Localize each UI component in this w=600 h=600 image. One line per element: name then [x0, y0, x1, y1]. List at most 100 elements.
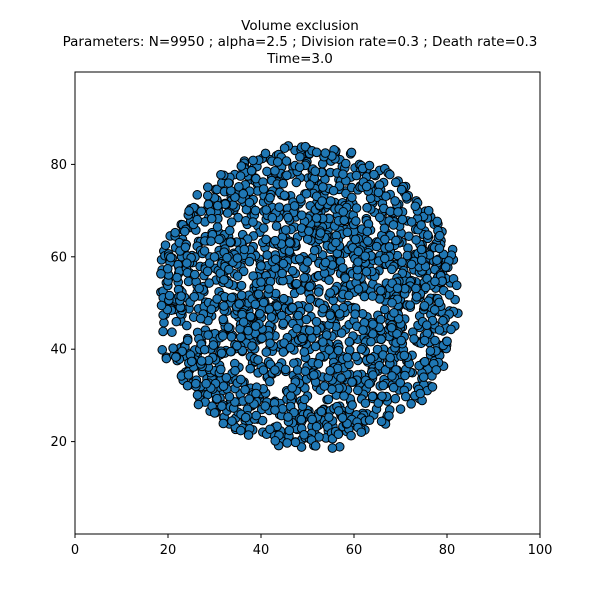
scatter-point [317, 196, 327, 206]
scatter-point [347, 192, 357, 203]
scatter-point [262, 250, 272, 260]
scatter-point [358, 325, 368, 335]
scatter-point [280, 225, 291, 235]
scatter-point [212, 222, 223, 232]
scatter-point [194, 283, 204, 294]
scatter-point [384, 411, 394, 421]
scatter-point [362, 202, 372, 213]
scatter-point [416, 255, 427, 266]
scatter-point [409, 334, 419, 344]
scatter-point [325, 196, 336, 206]
scatter-point [278, 178, 289, 189]
scatter-point [258, 223, 269, 233]
chart-subtitle-parameters: Parameters: N=9950 ; alpha=2.5 ; Divisio… [62, 34, 538, 50]
scatter-point [235, 425, 246, 436]
scatter-point [384, 242, 395, 252]
scatter-point [338, 169, 348, 180]
scatter-point [278, 258, 289, 269]
scatter-point [304, 325, 315, 336]
scatter-point [356, 427, 367, 438]
scatter-point [260, 148, 271, 159]
scatter-point [224, 264, 234, 275]
y-axis: 20 40 60 80 [50, 158, 75, 450]
scatter-point [274, 202, 285, 212]
x-tick-label: 40 [253, 543, 270, 558]
scatter-point [209, 408, 220, 418]
scatter-point [397, 257, 407, 267]
scatter-point [270, 235, 280, 246]
scatter-point [216, 348, 227, 359]
scatter-point [361, 266, 372, 277]
scatter-point [310, 166, 321, 177]
scatter-point [391, 235, 401, 246]
scatter-point [310, 441, 321, 451]
scatter-point [328, 185, 339, 196]
scatter-point [305, 294, 316, 305]
scatter-point [250, 321, 261, 331]
scatter-point [162, 263, 173, 274]
scatter-point [388, 220, 399, 230]
scatter-point [240, 412, 251, 423]
scatter-point [427, 382, 438, 392]
scatter-point [225, 346, 236, 357]
scatter-point [393, 207, 403, 217]
x-tick-label: 0 [71, 543, 79, 558]
scatter-point [442, 336, 452, 347]
scatter-point [440, 262, 451, 272]
scatter-point [243, 325, 253, 336]
scatter-point [280, 364, 291, 375]
scatter-point [186, 356, 197, 367]
scatter-point [158, 326, 168, 337]
scatter-point [316, 406, 327, 417]
scatter-point [392, 283, 403, 293]
scatter-point [421, 320, 432, 331]
scatter-point [364, 160, 375, 171]
scatter-point [338, 207, 349, 217]
scatter-point [390, 393, 401, 404]
scatter-point [219, 301, 229, 311]
scatter-point [360, 398, 371, 409]
scatter-point [244, 197, 255, 208]
scatter-point [212, 393, 222, 404]
scatter-point [418, 372, 429, 382]
scatter-point [362, 236, 373, 246]
scatter-point [193, 399, 204, 410]
scatter-point [353, 246, 364, 257]
scatter-point [204, 278, 214, 288]
scatter-point [395, 404, 406, 414]
scatter-point [390, 177, 401, 188]
scatter-point [227, 416, 237, 426]
scatter-point [281, 156, 292, 166]
scatter-point [396, 335, 407, 346]
scatter-point [430, 276, 440, 287]
scatter-point [347, 400, 357, 410]
scatter-point [219, 275, 229, 285]
scatter-point [226, 332, 237, 342]
scatter-point [367, 291, 378, 301]
scatter-point [390, 196, 400, 206]
scatter-point [287, 383, 297, 393]
scatter-point [434, 230, 445, 241]
scatter-point [270, 365, 280, 375]
scatter-point [238, 188, 249, 199]
scatter-point [364, 415, 375, 425]
scatter-point [208, 340, 219, 350]
scatter-point [299, 394, 310, 405]
scatter-point [401, 192, 412, 202]
axes-frame [74, 71, 541, 535]
scatter-point [419, 300, 430, 311]
scatter-point [287, 265, 298, 276]
scatter-point [285, 342, 296, 353]
scatter-point [190, 378, 201, 389]
scatter-point [168, 343, 178, 353]
scatter-point [226, 292, 237, 303]
scatter-point [270, 166, 280, 176]
scatter-point [257, 333, 267, 344]
scatter-point [375, 314, 386, 325]
scatter-point [388, 382, 399, 393]
scatter-point [282, 438, 292, 448]
scatter-point [362, 226, 373, 237]
scatter-point [423, 205, 434, 216]
scatter-point [214, 234, 224, 245]
